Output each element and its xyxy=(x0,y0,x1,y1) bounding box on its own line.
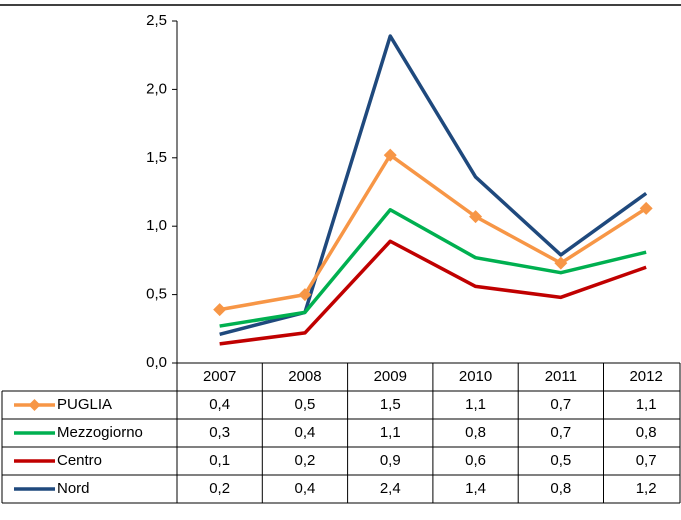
table-value: 0,2 xyxy=(209,480,230,497)
point-marker xyxy=(639,201,653,215)
table-value: 0,6 xyxy=(465,452,486,469)
table-value: 1,4 xyxy=(465,480,486,497)
table-value: 0,9 xyxy=(380,452,401,469)
series-line xyxy=(219,208,647,328)
x-tick-label: 2011 xyxy=(545,368,577,385)
table-value: 0,4 xyxy=(295,480,316,497)
table-value: 0,4 xyxy=(209,396,230,413)
table-value: 0,8 xyxy=(550,480,571,497)
y-tick-label: 2,0 xyxy=(146,80,167,97)
table-value: 0,5 xyxy=(295,396,316,413)
y-tick-label: 1,5 xyxy=(146,149,167,166)
x-tick-label: 2010 xyxy=(459,368,492,385)
table-value: 1,5 xyxy=(380,396,401,413)
table-value: 0,2 xyxy=(295,452,316,469)
y-tick-label: 0,0 xyxy=(146,354,167,371)
point-marker xyxy=(469,210,483,224)
x-tick-label: 2008 xyxy=(288,368,321,385)
legend-marker xyxy=(28,399,41,411)
table-value: 0,1 xyxy=(209,452,230,469)
legend-label: PUGLIA xyxy=(57,396,112,413)
table-value: 0,3 xyxy=(209,424,230,441)
x-tick-label: 2009 xyxy=(374,368,407,385)
point-marker xyxy=(213,303,227,317)
table-value: 0,4 xyxy=(295,424,316,441)
legend-label: Nord xyxy=(57,480,90,497)
table-value: 2,4 xyxy=(380,480,401,497)
y-tick-label: 0,5 xyxy=(146,286,167,303)
table-value: 0,5 xyxy=(550,452,571,469)
table-value: 0,7 xyxy=(550,396,571,413)
table-value: 0,8 xyxy=(465,424,486,441)
table-value: 0,7 xyxy=(550,424,571,441)
table-value: 1,1 xyxy=(380,424,401,441)
table-value: 1,1 xyxy=(465,396,486,413)
y-tick-label: 2,5 xyxy=(146,12,167,29)
point-marker xyxy=(298,288,312,302)
table-value: 1,2 xyxy=(636,480,657,497)
legend-label: Centro xyxy=(57,452,102,469)
y-tick-label: 1,0 xyxy=(146,217,167,234)
x-tick-label: 2012 xyxy=(629,368,662,385)
table-value: 0,8 xyxy=(636,424,657,441)
series-line xyxy=(219,153,648,312)
point-marker xyxy=(383,148,397,162)
point-marker xyxy=(554,256,568,270)
legend-label: Mezzogiorno xyxy=(57,424,143,441)
x-tick-label: 2007 xyxy=(203,368,236,385)
table-value: 1,1 xyxy=(636,396,657,413)
table-value: 0,7 xyxy=(636,452,657,469)
series-line xyxy=(219,239,647,346)
